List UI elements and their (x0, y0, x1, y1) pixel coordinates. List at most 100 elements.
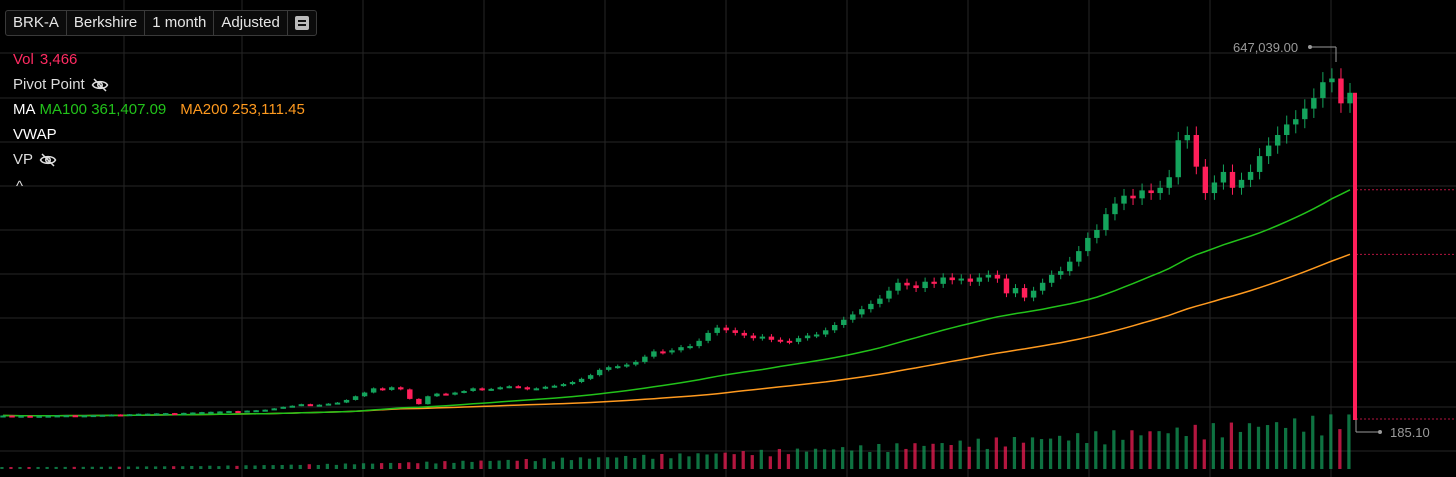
ma-legend: MA MA100 361,407.09 MA200 253,111.45 (13, 100, 305, 120)
candle-body (615, 366, 621, 369)
candle-body (687, 346, 693, 349)
candle-body (1121, 195, 1127, 204)
candle-body (144, 413, 151, 416)
volume-bar (578, 457, 583, 469)
pivot-legend: Pivot Point (13, 75, 109, 95)
candle-body (831, 325, 838, 331)
candle-body (416, 398, 422, 405)
candle-body (379, 388, 386, 391)
candle-body (1057, 271, 1064, 275)
collapse-caret-icon[interactable]: ^ (16, 178, 24, 195)
volume-bar (1021, 442, 1026, 469)
vwap-label[interactable]: VWAP (13, 126, 57, 143)
list-icon[interactable] (288, 11, 316, 35)
volume-bar (886, 452, 890, 469)
volume-bar (750, 455, 754, 469)
candle-body (1353, 92, 1357, 421)
candle-body (714, 327, 720, 333)
candle-body (976, 277, 983, 282)
volume-bar (1139, 435, 1143, 469)
volume-bar (370, 463, 375, 469)
candle-body (759, 336, 766, 339)
candle-body (750, 335, 757, 339)
candle-body (949, 277, 955, 281)
candle-body (90, 415, 97, 418)
volume-bar (0, 467, 4, 469)
volume-bar (289, 464, 293, 469)
candle-body (560, 384, 567, 387)
symbol-button[interactable]: BRK-A (6, 11, 67, 35)
candle-body (126, 414, 133, 417)
candle-body (63, 415, 69, 418)
vp-label[interactable]: VP (13, 151, 34, 168)
volume-bar (307, 464, 311, 469)
candle-body (1094, 230, 1100, 238)
vol-label: Vol (13, 51, 34, 68)
volume-bar (1193, 424, 1197, 469)
volume-bar (560, 457, 565, 469)
volume-bar (488, 460, 492, 469)
adjust-selector[interactable]: Adjusted (214, 11, 288, 35)
candle-body (958, 278, 964, 281)
volume-bar (280, 464, 284, 469)
candle-body (786, 340, 793, 343)
candle-body (398, 387, 404, 390)
volume-bar (705, 454, 709, 469)
candle-body (316, 404, 323, 407)
volume-bar (1329, 414, 1333, 469)
candle-body (913, 285, 919, 289)
volume-bar (1076, 433, 1080, 469)
candle-body (804, 335, 811, 339)
candle-body (226, 411, 232, 414)
volume-bar (452, 462, 456, 469)
eye-slash-icon[interactable] (39, 151, 57, 169)
volume-bar (1284, 427, 1288, 469)
candle-body (660, 351, 666, 354)
candle-body (1247, 171, 1254, 180)
eye-slash-icon[interactable] (91, 76, 109, 94)
volume-bar (768, 456, 772, 469)
ma100-line (2, 189, 1351, 417)
volume-bar (81, 466, 85, 469)
volume-bar (226, 465, 230, 469)
volume-bar (1320, 435, 1324, 469)
candle-body (1347, 92, 1353, 104)
volume-bar (18, 466, 22, 469)
volume-bar (190, 465, 194, 469)
pivot-label[interactable]: Pivot Point (13, 76, 85, 93)
candle-body (334, 402, 341, 405)
volume-bar (678, 453, 682, 469)
ma-label[interactable]: MA (13, 101, 36, 118)
candle-body (859, 309, 865, 315)
volume-bar (298, 464, 302, 469)
period-selector[interactable]: 1 month (145, 11, 215, 35)
volume-bar (615, 457, 619, 469)
volume-bar (163, 466, 167, 469)
volume-bar (407, 462, 411, 469)
candle-body (931, 281, 937, 284)
volume-bar (389, 462, 393, 469)
volume-bar (967, 446, 971, 469)
candle-body (361, 392, 368, 397)
vol-value: 3,466 (39, 51, 78, 68)
candle-body (922, 281, 928, 289)
candle-body (81, 415, 88, 418)
candle-body (669, 350, 675, 353)
volume-bar (904, 448, 908, 469)
candle-body (515, 386, 522, 389)
volume-bar (217, 466, 221, 469)
volume-bar (172, 466, 176, 469)
candle-body (1211, 182, 1218, 194)
candle-body (425, 396, 431, 405)
low-price-label: 185.10 (1390, 425, 1430, 440)
candle-body (1048, 274, 1055, 283)
volume-bar (262, 465, 266, 469)
volume-bar (416, 463, 420, 469)
candle-body (994, 274, 1001, 279)
volume-bar (1085, 443, 1089, 469)
candle-body (813, 334, 820, 337)
volume-bar (1347, 414, 1351, 469)
company-name[interactable]: Berkshire (67, 11, 146, 35)
candle-body (741, 332, 748, 336)
